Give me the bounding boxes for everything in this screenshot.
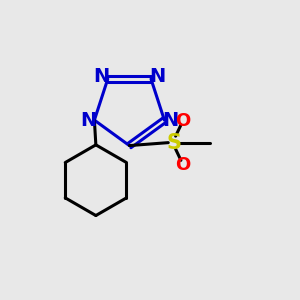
Text: N: N (149, 67, 166, 86)
Text: O: O (175, 156, 190, 174)
Text: N: N (80, 111, 96, 130)
Text: O: O (175, 112, 190, 130)
Text: N: N (163, 111, 179, 130)
Text: N: N (93, 67, 110, 86)
Text: S: S (166, 133, 181, 153)
